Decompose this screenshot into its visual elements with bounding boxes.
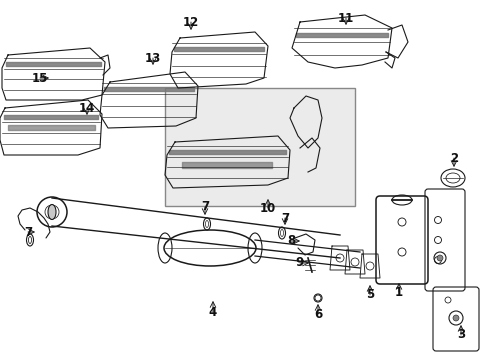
Text: 7: 7	[201, 201, 209, 213]
Circle shape	[452, 315, 458, 321]
Text: 7: 7	[281, 211, 288, 225]
Ellipse shape	[48, 204, 56, 220]
Circle shape	[436, 255, 442, 261]
Text: 10: 10	[259, 202, 276, 215]
Text: 11: 11	[337, 12, 353, 24]
Text: 2: 2	[449, 152, 457, 165]
Text: 14: 14	[79, 102, 95, 114]
Text: 12: 12	[183, 15, 199, 28]
FancyBboxPatch shape	[164, 88, 354, 206]
Text: 7: 7	[24, 225, 32, 238]
Text: 9: 9	[295, 256, 304, 270]
Text: 3: 3	[456, 328, 464, 342]
Text: 4: 4	[208, 306, 217, 319]
Text: 13: 13	[144, 51, 161, 64]
Text: 1: 1	[394, 285, 402, 298]
Text: 5: 5	[365, 288, 373, 302]
Text: 6: 6	[313, 307, 322, 320]
Text: 8: 8	[286, 234, 295, 248]
Text: 15: 15	[32, 72, 48, 85]
